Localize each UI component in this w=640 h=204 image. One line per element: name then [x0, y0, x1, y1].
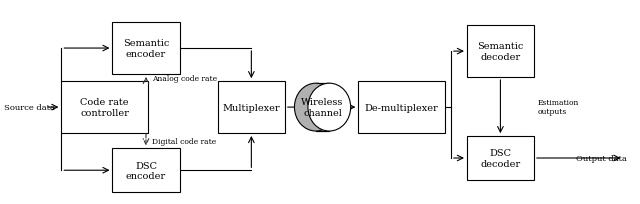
Bar	[467, 136, 534, 180]
Text: Estimation
outputs: Estimation outputs	[537, 99, 579, 116]
Text: DSC
encoder: DSC encoder	[126, 161, 166, 180]
Bar	[316, 84, 330, 131]
Text: Semantic
decoder: Semantic decoder	[477, 42, 524, 61]
Bar	[113, 23, 179, 75]
Text: Analog code rate: Analog code rate	[152, 74, 218, 82]
Ellipse shape	[308, 84, 351, 131]
Text: Wireless
channel: Wireless channel	[301, 98, 344, 117]
Text: Output data: Output data	[575, 154, 627, 162]
Bar	[218, 82, 285, 133]
Text: De-multiplexer: De-multiplexer	[365, 103, 438, 112]
Bar	[61, 82, 148, 133]
Text: Semantic
encoder: Semantic encoder	[123, 39, 169, 59]
Text: Digital code rate: Digital code rate	[152, 137, 216, 145]
Text: Code rate
controller: Code rate controller	[80, 98, 129, 117]
Bar	[113, 149, 179, 192]
Text: Multiplexer: Multiplexer	[223, 103, 280, 112]
Bar	[358, 82, 445, 133]
Bar	[467, 26, 534, 78]
Text: Source data: Source data	[4, 104, 55, 112]
Text: DSC
decoder: DSC decoder	[481, 149, 520, 168]
Ellipse shape	[294, 84, 337, 131]
